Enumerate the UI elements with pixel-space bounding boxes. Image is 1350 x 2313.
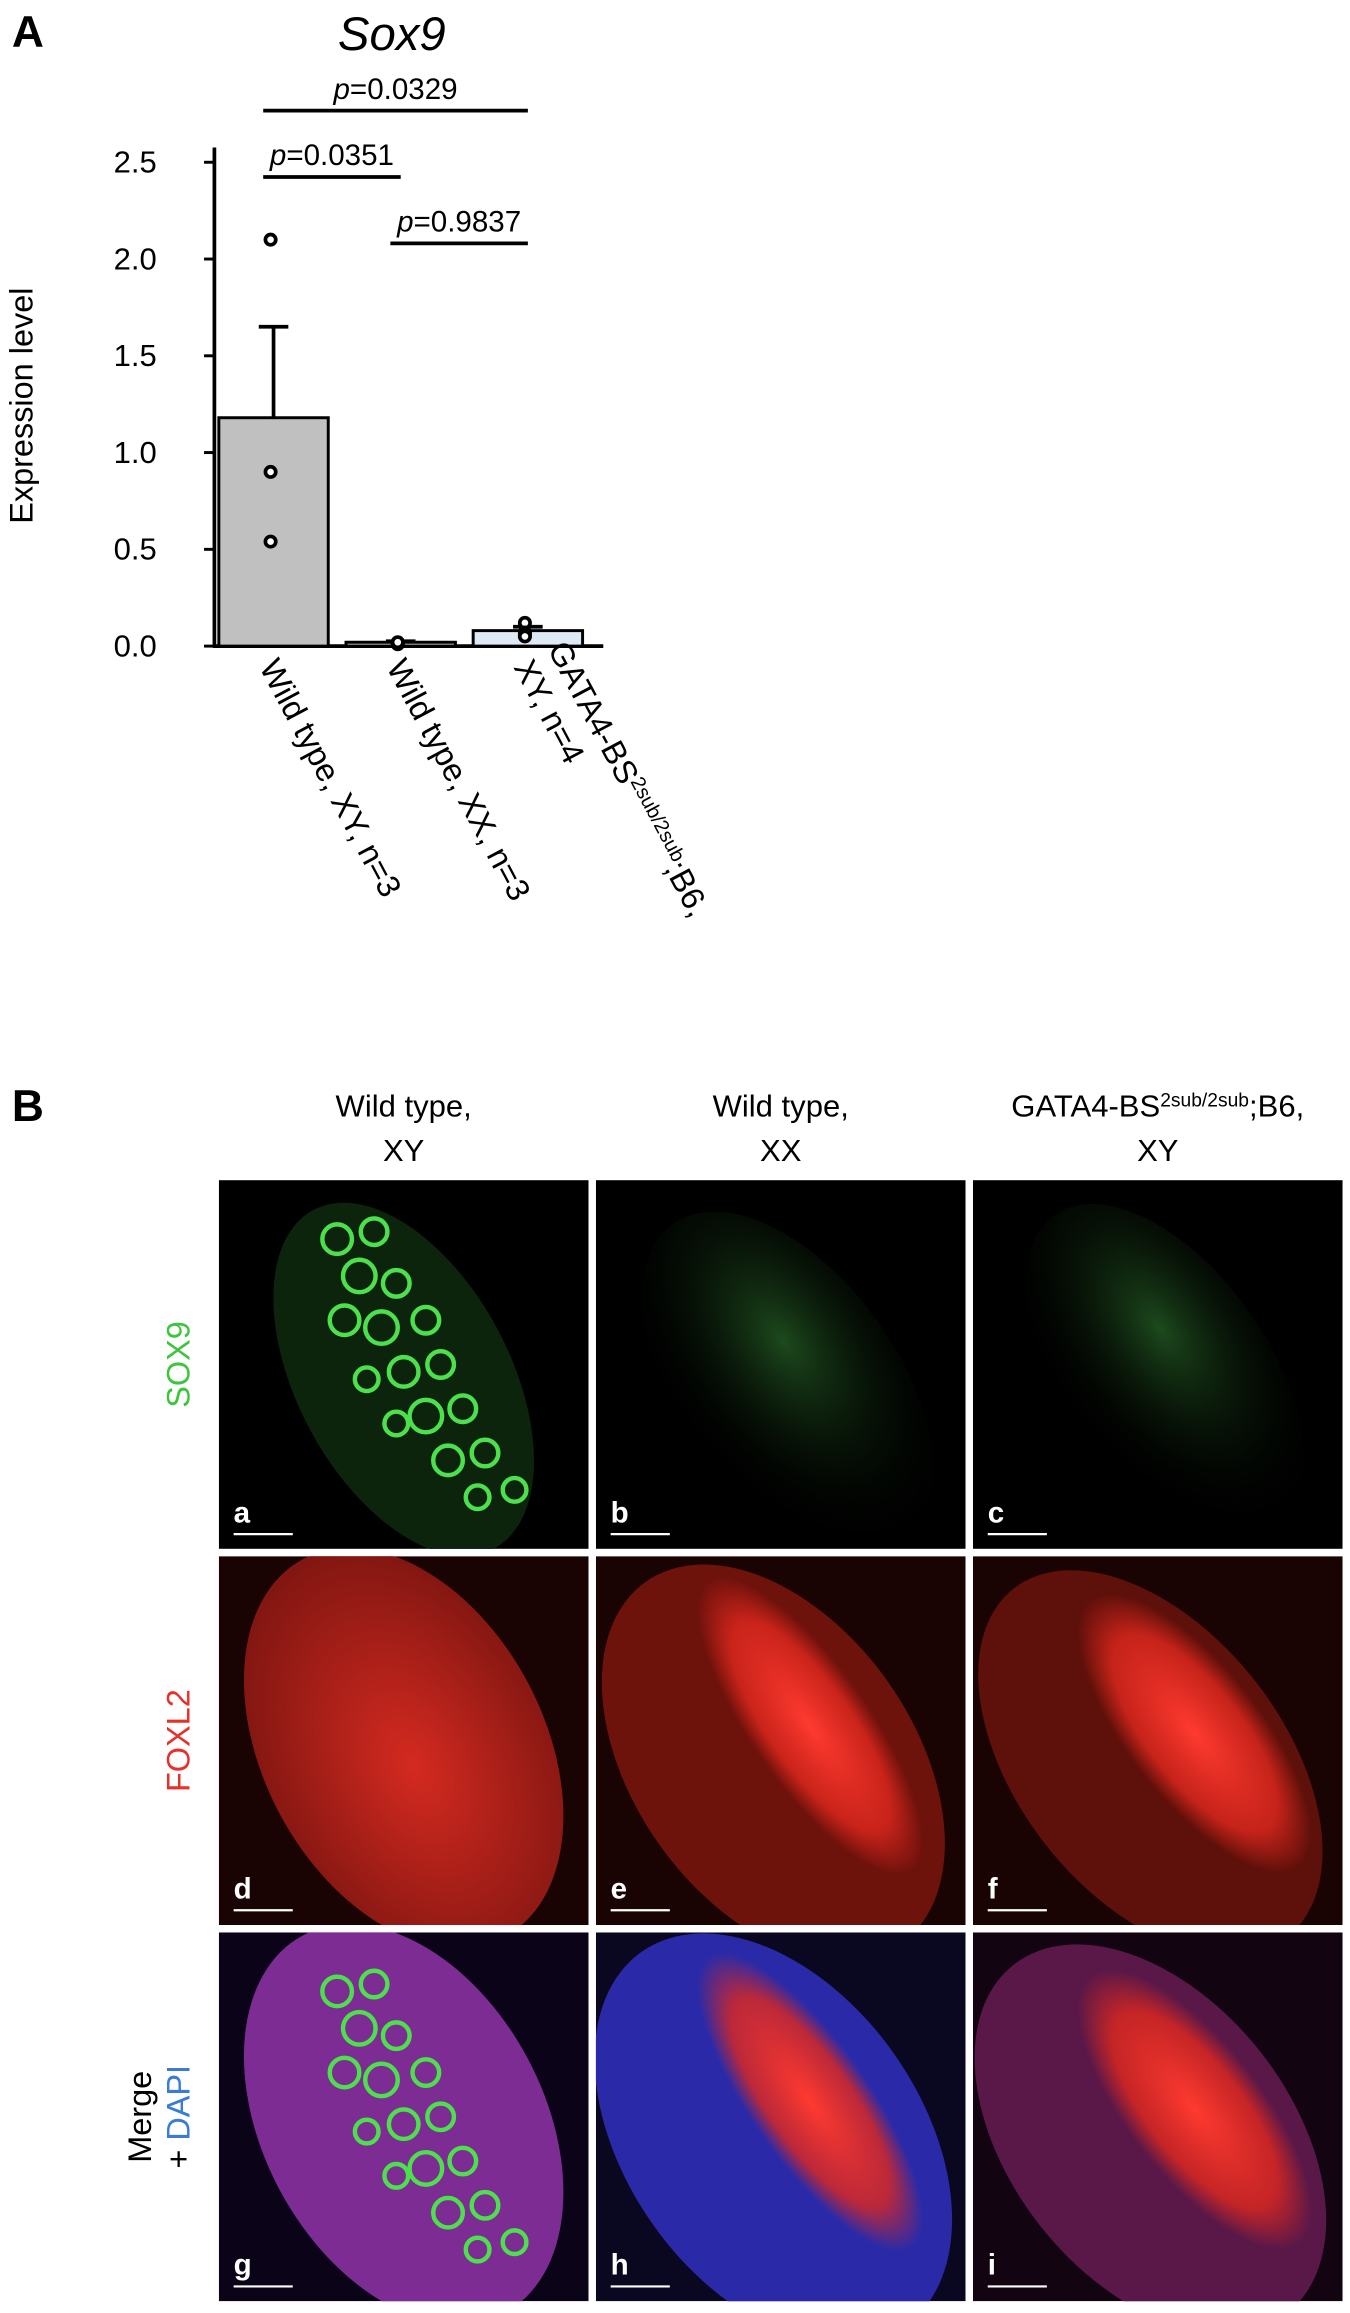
column-header: XY — [1137, 1133, 1178, 1168]
y-tick-label: 0.0 — [114, 628, 157, 663]
micrograph — [218, 1556, 589, 1926]
image-letter: b — [611, 1496, 629, 1529]
text-run: ;B6, — [658, 855, 717, 923]
text-run: 2sub/2sub — [626, 773, 689, 865]
text-run: ;B6, — [1249, 1089, 1304, 1124]
y-tick-label: 2.0 — [114, 241, 157, 276]
x-tick-label: Wild type, XX, n=3 — [380, 653, 538, 906]
y-tick-label: 1.5 — [114, 338, 157, 373]
x-tick-label-line: Wild type, XX, n=3 — [380, 653, 538, 906]
micrograph — [218, 1180, 589, 1549]
row-label-line: Merge — [122, 2071, 158, 2163]
text-run: Wild type, — [336, 1089, 472, 1124]
data-point — [517, 629, 532, 644]
text-run: GATA4-BS — [1011, 1089, 1160, 1124]
image-letter: g — [234, 2249, 252, 2282]
row-label-line: FOXL2 — [160, 1689, 196, 1792]
p-value-label: p=0.0329 — [332, 73, 457, 106]
text-run: =0.0329 — [350, 73, 458, 106]
image-letter: a — [234, 1496, 251, 1529]
row-label-line: + DAPI — [160, 2065, 196, 2169]
y-tick-label: 2.5 — [114, 145, 157, 180]
text-run: Merge — [122, 2071, 158, 2163]
text-run: p — [269, 139, 286, 172]
image-letter: h — [611, 2249, 629, 2282]
image-letter: c — [988, 1496, 1004, 1529]
column-header: XY — [383, 1133, 424, 1168]
text-run: XX — [760, 1133, 802, 1168]
column-header: GATA4-BS2sub/2sub;B6, — [1011, 1089, 1304, 1124]
text-run: Wild type, XY, n=3 — [253, 653, 409, 903]
data-point — [263, 232, 278, 247]
text-run: XY — [383, 1133, 424, 1168]
micrograph — [595, 1180, 966, 1549]
y-axis-label: Expression level — [3, 288, 39, 524]
image-letter: i — [988, 2249, 996, 2282]
text-run: 2sub/2sub — [1160, 1090, 1249, 1111]
micrograph — [218, 1932, 589, 2302]
text-run: Wild type, XX, n=3 — [380, 653, 538, 906]
text-run: DAPI — [160, 2065, 196, 2141]
text-run: p — [396, 206, 413, 239]
row-label-line: SOX9 — [160, 1321, 196, 1408]
p-value-label: p=0.9837 — [396, 206, 521, 239]
micrograph — [972, 1556, 1343, 1926]
text-run: =0.0351 — [286, 139, 394, 172]
x-tick-label-line: Wild type, XY, n=3 — [253, 653, 409, 903]
column-header: Wild type, — [336, 1089, 472, 1124]
image-letter: e — [611, 1873, 627, 1906]
x-tick-label: GATA4-BS2sub/2sub;B6,XY, n=4 — [507, 635, 717, 922]
row-label: SOX9 — [160, 1321, 196, 1408]
micrograph — [595, 1556, 966, 1926]
panel-label: B — [12, 1082, 44, 1131]
column-header: Wild type, — [713, 1089, 849, 1124]
text-run: Wild type, — [713, 1089, 849, 1124]
micrograph — [972, 1180, 1343, 1549]
panel-label: A — [12, 8, 44, 57]
text-run: p — [332, 73, 349, 106]
y-tick-label: 1.0 — [114, 435, 157, 470]
column-header: XX — [760, 1133, 802, 1168]
text-run: =0.9837 — [414, 206, 522, 239]
text-run: FOXL2 — [160, 1689, 196, 1792]
x-tick-label-line: GATA4-BS2sub/2sub;B6, — [541, 635, 717, 922]
micrograph — [972, 1932, 1343, 2302]
text-run: XY — [1137, 1133, 1178, 1168]
text-run: SOX9 — [160, 1321, 196, 1408]
text-run: + — [160, 2141, 196, 2169]
image-letter: f — [988, 1873, 998, 1906]
data-point — [390, 635, 405, 650]
row-label: Merge + DAPI — [122, 2065, 196, 2169]
x-tick-label: Wild type, XY, n=3 — [253, 653, 409, 903]
data-point — [263, 464, 278, 479]
image-letter: d — [234, 1873, 252, 1906]
row-label: FOXL2 — [160, 1689, 196, 1792]
p-value-label: p=0.0351 — [269, 139, 394, 172]
data-point — [263, 534, 278, 549]
chart-title: Sox9 — [338, 8, 446, 61]
micrograph — [595, 1932, 966, 2302]
y-tick-label: 0.5 — [114, 532, 157, 567]
bar — [217, 416, 330, 648]
